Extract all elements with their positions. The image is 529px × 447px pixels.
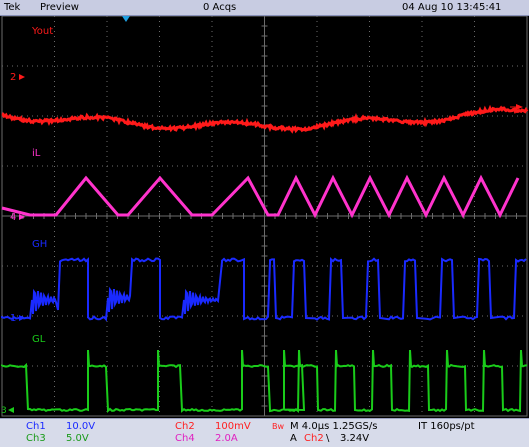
ch4-name: Ch4 [175, 433, 195, 445]
ch3-trace-label: GL [32, 334, 45, 346]
ch2-trace-label: Yout [32, 26, 53, 38]
timebase-readout: M 4.0µs 1.25GS/s [290, 421, 377, 433]
ch2-name: Ch2 [175, 421, 195, 433]
ch1-trace-label: GH [32, 239, 47, 251]
ch2-scale: 100mV [215, 421, 251, 433]
ch3-name: Ch3 [26, 433, 46, 445]
ch4-trace-label: iL [32, 148, 40, 160]
trigger-prefix: A [290, 433, 297, 445]
trigger-slope-icon: \ [326, 433, 329, 445]
trigger-source: Ch2 [304, 433, 324, 445]
brand-label: Tek [4, 1, 20, 14]
ch4-ground-label: 4 [10, 212, 16, 224]
date-time: 04 Aug 10 13:45:41 [402, 1, 501, 14]
bandwidth-limit-badge: Bw [272, 421, 284, 433]
ch1-scale: 10.0V [66, 421, 95, 433]
ch3-ground-label: 3 [1, 405, 7, 417]
acquisition-count: 0 Acqs [203, 1, 236, 14]
ch1-name: Ch1 [26, 421, 46, 433]
ch3-scale: 5.0V [66, 433, 89, 445]
ch4-scale: 2.0A [215, 433, 238, 445]
status-bar: Ch1 10.0V Ch3 5.0V Ch2 100mV Ch4 2.0A Bw… [0, 418, 529, 447]
ch2-ground-label: 2 [10, 72, 16, 84]
header-bar: Tek Preview 0 Acqs 04 Aug 10 13:45:41 [0, 0, 529, 16]
trigger-level: 3.24V [340, 433, 369, 445]
mode-label: Preview [40, 1, 79, 14]
record-resolution: IT 160ps/pt [418, 421, 475, 433]
ch1-ground-label: 1 [10, 313, 16, 325]
